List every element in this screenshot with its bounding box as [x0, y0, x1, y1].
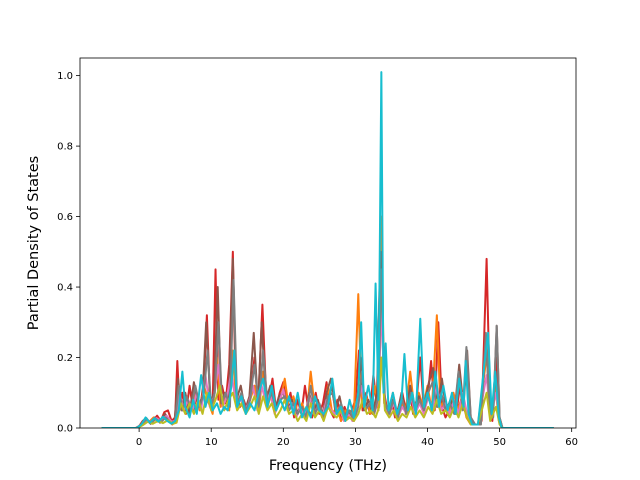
series-layer [101, 71, 554, 428]
x-tick-label: 20 [277, 437, 290, 448]
y-tick-label: 1.0 [57, 71, 73, 82]
y-tick-label: 0.4 [57, 283, 73, 294]
series-line-6 [101, 71, 554, 428]
axes-frame [79, 57, 577, 429]
x-axis-label: Frequency (THz) [269, 458, 387, 474]
x-axis-ticks: 0 10 20 30 40 50 60 [136, 428, 578, 448]
x-tick-label: 30 [349, 437, 362, 448]
y-tick-label: 0.2 [57, 353, 73, 364]
x-tick-label: 60 [565, 437, 578, 448]
x-tick-label: 10 [205, 437, 218, 448]
y-axis-label: Partial Density of States [26, 156, 42, 330]
y-tick-label: 0.0 [57, 424, 73, 435]
x-tick-label: 0 [136, 437, 142, 448]
plot-area [80, 58, 576, 428]
x-tick-label: 50 [493, 437, 506, 448]
y-tick-label: 0.6 [57, 212, 73, 223]
x-tick-label: 40 [421, 437, 434, 448]
y-axis-ticks: 0.0 0.2 0.4 0.6 0.8 1.0 [57, 71, 80, 435]
y-tick-label: 0.8 [57, 142, 73, 153]
